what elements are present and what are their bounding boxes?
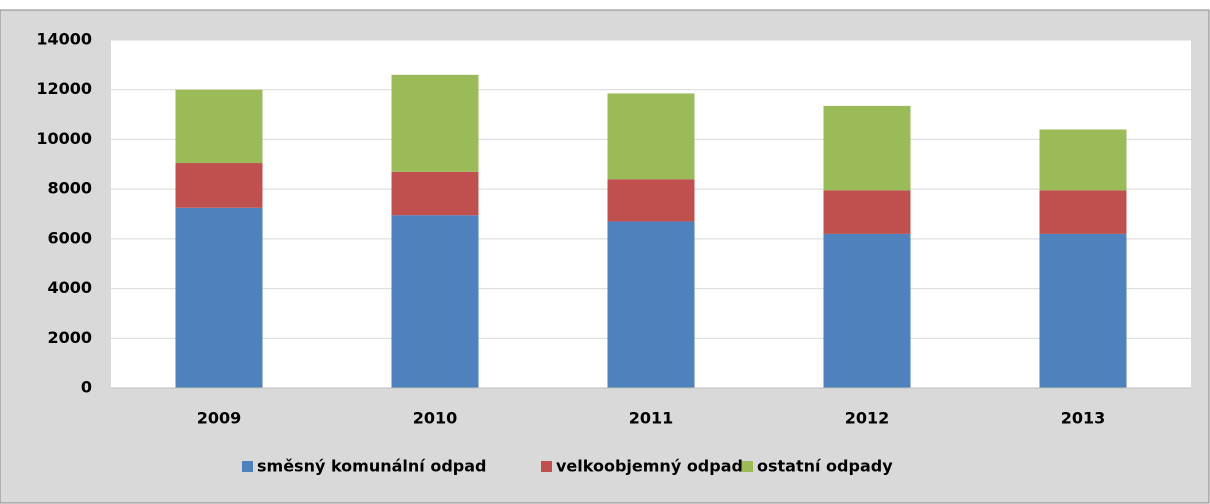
x-tick-label: 2010: [413, 409, 458, 428]
x-tick-label: 2012: [845, 409, 890, 428]
bar-segment: [823, 190, 911, 234]
legend-swatch: [742, 461, 753, 472]
y-tick-label: 8000: [47, 179, 92, 198]
bar-segment: [823, 105, 911, 191]
bar-segment: [1039, 129, 1127, 191]
bar-segment: [175, 207, 263, 388]
bar-segment: [175, 89, 263, 164]
bar-segment: [823, 233, 911, 388]
bar-segment: [391, 215, 479, 388]
bar-segment: [1039, 233, 1127, 388]
bar-segment: [391, 171, 479, 216]
y-tick-label: 10000: [36, 129, 92, 148]
x-tick-label: 2013: [1061, 409, 1106, 428]
bar-segment: [607, 221, 695, 388]
legend-swatch: [242, 461, 253, 472]
y-tick-label: 2000: [47, 328, 92, 347]
bar-segment: [607, 179, 695, 222]
x-tick-label: 2011: [629, 409, 674, 428]
y-tick-label: 4000: [47, 278, 92, 297]
legend-label: směsný komunální odpad: [257, 457, 487, 476]
bar-segment: [175, 163, 263, 208]
legend-label: velkoobjemný odpad: [556, 457, 743, 476]
bar-segment: [1039, 190, 1127, 234]
bar-segment: [607, 93, 695, 180]
legend-swatch: [541, 461, 552, 472]
y-tick-label: 12000: [36, 79, 92, 98]
x-tick-label: 2009: [197, 409, 242, 428]
bar-segment: [391, 74, 479, 172]
legend-label: ostatní odpady: [757, 457, 893, 476]
y-tick-label: 14000: [36, 30, 92, 49]
y-tick-label: 6000: [47, 228, 92, 247]
y-tick-label: 0: [81, 378, 92, 397]
